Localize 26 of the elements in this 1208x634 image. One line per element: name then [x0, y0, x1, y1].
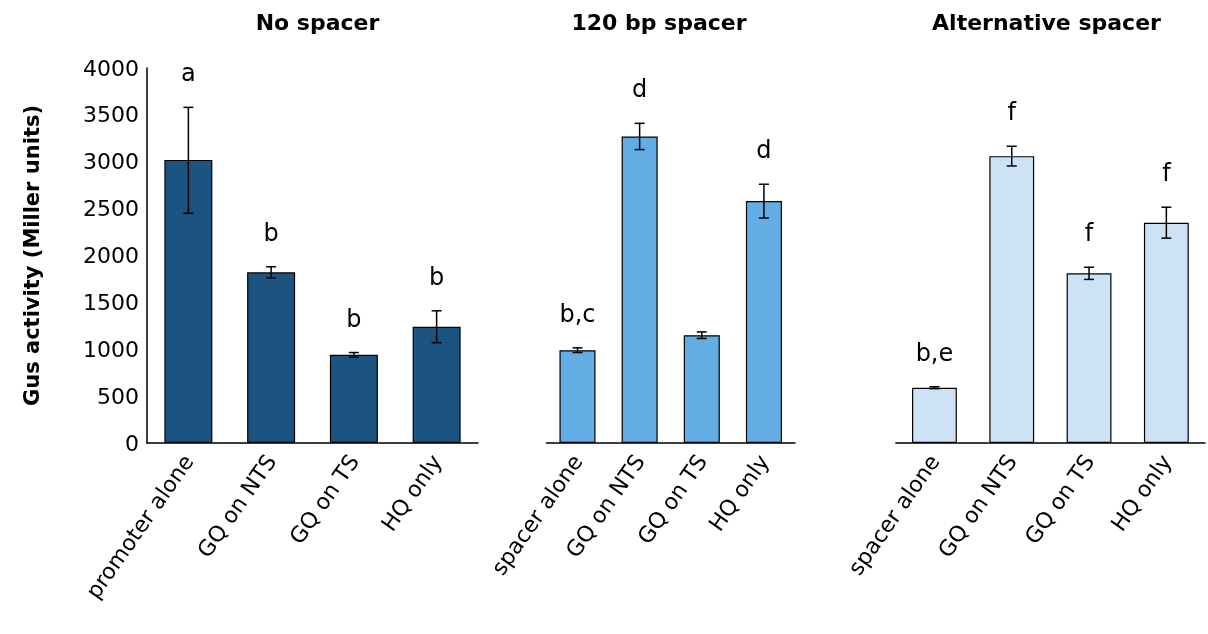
data-label: b [263, 218, 279, 247]
data-label: f [1084, 219, 1094, 248]
y-axis-title: Gus activity (Miller units) [19, 104, 44, 407]
data-label: b [429, 262, 445, 291]
x-tick-label: GQ on TS [1019, 449, 1100, 549]
y-tick-label: 4000 [83, 55, 139, 81]
x-tick-label: GQ on TS [284, 449, 365, 549]
y-tick-label: 2000 [83, 243, 139, 268]
chart-title: Alternative spacer [932, 9, 1162, 35]
chart-title: 120 bp spacer [571, 9, 747, 35]
data-label: f [1162, 159, 1172, 188]
data-label: d [632, 75, 648, 104]
data-label: b,c [559, 299, 596, 328]
data-label: b,e [915, 338, 954, 367]
y-tick-label: 1500 [83, 289, 139, 315]
y-tick-label: 1000 [83, 336, 139, 362]
y-tick-label: 500 [97, 383, 139, 409]
y-tick-label: 3000 [83, 149, 139, 175]
data-label: a [181, 59, 196, 88]
chart-title: No spacer [255, 9, 380, 35]
data-label: d [756, 136, 772, 165]
y-tick-label: 3500 [83, 102, 139, 128]
data-label: f [1007, 98, 1017, 127]
y-tick-label: 2500 [83, 196, 139, 222]
y-tick-label: 0 [125, 430, 139, 456]
data-label: b [346, 304, 362, 333]
